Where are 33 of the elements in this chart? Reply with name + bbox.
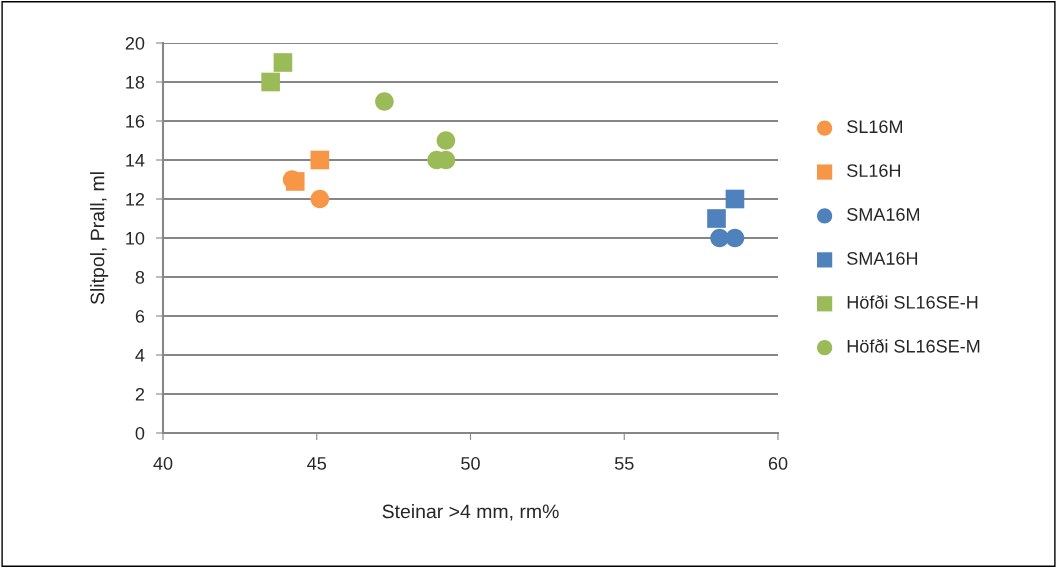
y-tick-label: 18 bbox=[126, 75, 145, 89]
point bbox=[310, 189, 330, 209]
point bbox=[436, 131, 456, 150]
x-tick-label: 45 bbox=[307, 457, 327, 470]
legend-label: Höfði SL16SE-M bbox=[847, 339, 980, 353]
legend-label: SL16H bbox=[847, 164, 901, 177]
legend-label: SMA16H bbox=[847, 252, 918, 265]
y-tick-label: 20 bbox=[125, 36, 145, 50]
point bbox=[310, 150, 330, 170]
legend-label: Höfði SL16SE-H bbox=[847, 295, 978, 309]
y-axis-title: Slitpol, Prall, ml bbox=[90, 172, 109, 305]
x-tick-label: 50 bbox=[461, 457, 480, 470]
point bbox=[707, 209, 726, 228]
point bbox=[375, 92, 394, 111]
legend-label: SMA16M bbox=[847, 208, 920, 221]
point bbox=[261, 72, 280, 92]
point bbox=[725, 228, 745, 248]
point bbox=[725, 189, 745, 209]
y-tick-label: 4 bbox=[135, 349, 145, 362]
y-tick-label: 2 bbox=[135, 387, 145, 401]
y-tick-label: 10 bbox=[126, 231, 145, 245]
y-tick-label: 14 bbox=[126, 154, 145, 167]
x-tick-label: 40 bbox=[153, 457, 173, 470]
y-tick-label: 8 bbox=[135, 270, 145, 284]
y-tick-label: 6 bbox=[135, 309, 145, 323]
y-tick-label: 0 bbox=[135, 426, 145, 440]
point bbox=[273, 53, 293, 72]
legend-label: SL16M bbox=[847, 120, 902, 134]
x-tick-label: 60 bbox=[768, 457, 788, 470]
x-axis-title: Steinar >4 mm, rm% bbox=[382, 504, 559, 521]
x-tick-label: 55 bbox=[614, 457, 634, 470]
y-tick-label: 16 bbox=[126, 114, 145, 128]
y-tick-label: 12 bbox=[126, 192, 145, 206]
